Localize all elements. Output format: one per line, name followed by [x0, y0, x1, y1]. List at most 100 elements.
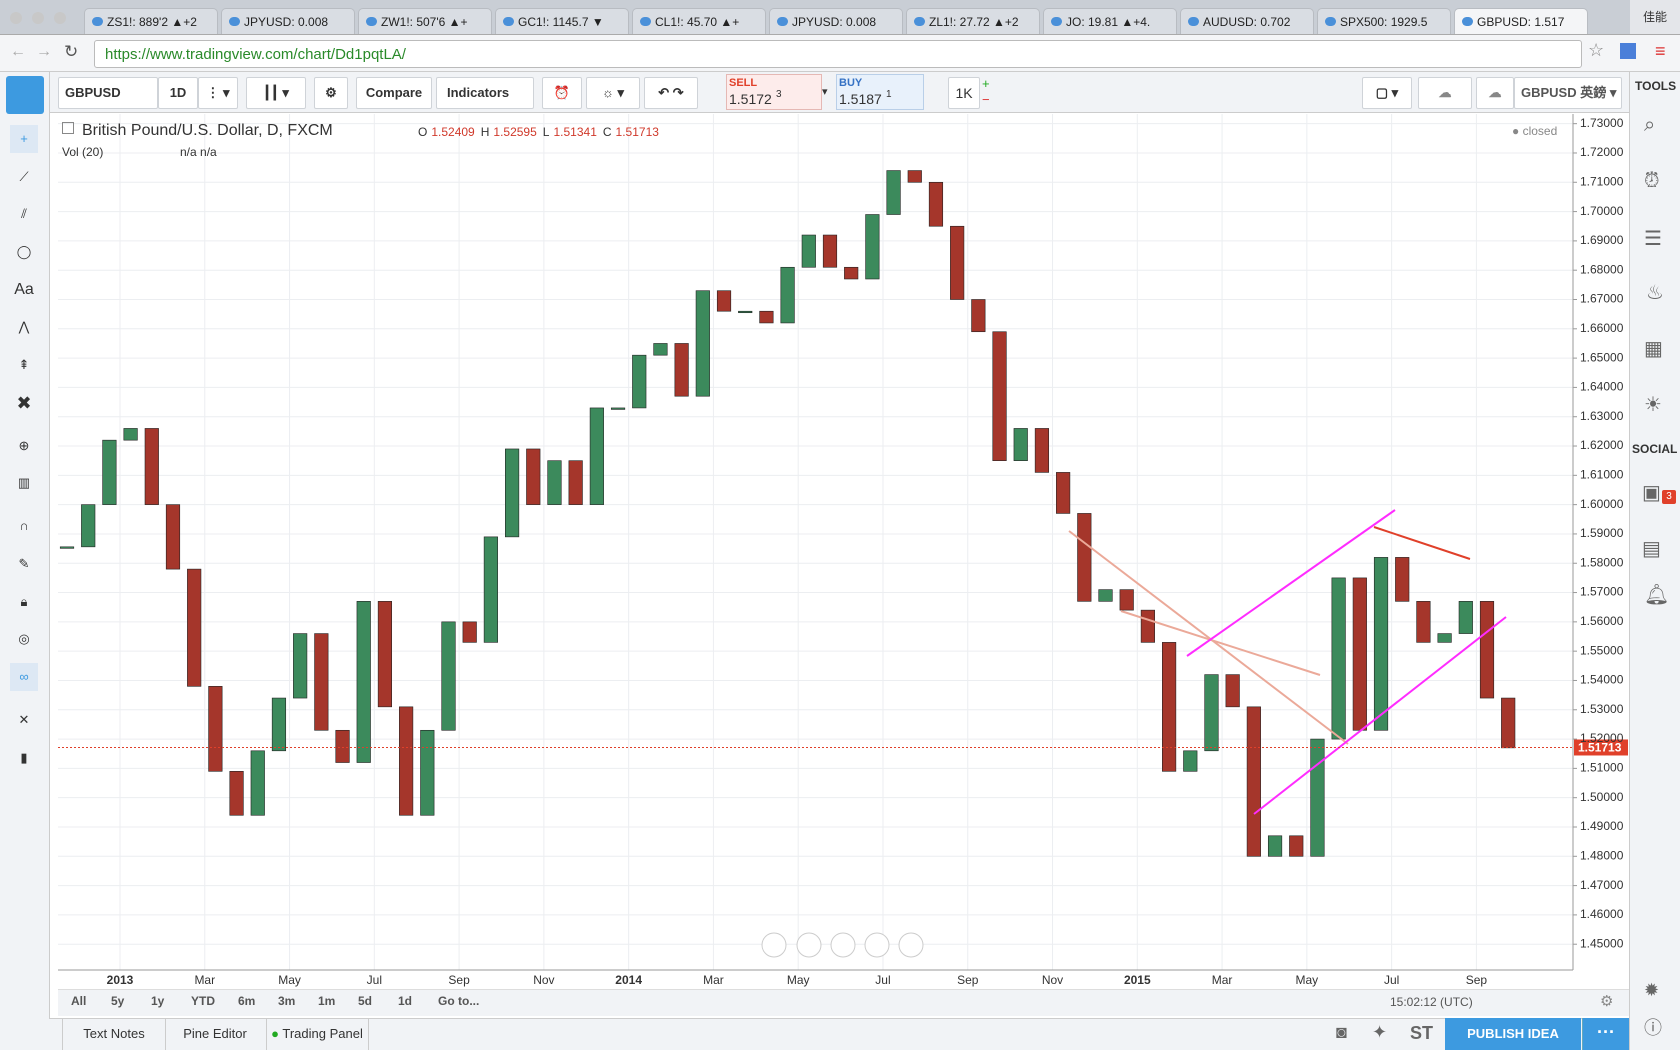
cloud-save[interactable]: ☁: [1476, 77, 1514, 109]
scroll-right[interactable]: [898, 932, 924, 958]
sync-tool[interactable]: ∞: [10, 663, 38, 691]
browser-tab[interactable]: ZW1!: 507'6 ▲+: [358, 8, 492, 34]
candle: [547, 460, 562, 505]
range-button[interactable]: 6m: [238, 994, 256, 1008]
hotlists[interactable]: ♨: [1646, 282, 1664, 304]
browser-tab[interactable]: SPX500: 1929.5: [1317, 8, 1451, 34]
range-button[interactable]: 5y: [111, 994, 125, 1008]
stocktwits[interactable]: ST: [1410, 1023, 1434, 1043]
publish-menu[interactable]: ···: [1582, 1018, 1629, 1050]
text-tool[interactable]: Aa: [14, 281, 34, 298]
prediction-tool[interactable]: ⇞: [18, 357, 30, 372]
zoom-out[interactable]: [796, 932, 822, 958]
range-button[interactable]: 5d: [358, 994, 373, 1008]
indicators[interactable]: Indicators: [436, 77, 534, 109]
bug-report[interactable]: ✹: [1644, 980, 1660, 1000]
window-max[interactable]: [54, 12, 66, 24]
crosshair-tool[interactable]: +: [10, 125, 38, 153]
browser-tab[interactable]: GBPUSD: 1.517: [1454, 8, 1588, 34]
undo-redo[interactable]: ↶ ↷: [644, 77, 698, 109]
interval[interactable]: 1D: [158, 77, 198, 109]
calendar[interactable]: ▦: [1644, 338, 1663, 360]
remove-tool[interactable]: ✖: [16, 393, 32, 413]
window-min[interactable]: [32, 12, 44, 24]
sell-button[interactable]: SELL 1.5172 3: [726, 74, 822, 110]
range-button[interactable]: Go to...: [438, 994, 480, 1008]
bottom-tab[interactable]: Pine Editor: [164, 1018, 267, 1050]
sell-menu[interactable]: ▾: [822, 86, 828, 98]
profile[interactable]: 佳能: [1630, 0, 1680, 34]
twitter[interactable]: ✦: [1372, 1022, 1388, 1042]
browser-tab[interactable]: ZS1!: 889'2 ▲+2: [84, 8, 218, 34]
url-field[interactable]: https://www.tradingview.com/chart/Dd1pqt…: [94, 40, 1582, 68]
publish-idea[interactable]: PUBLISH IDEA: [1445, 1018, 1581, 1050]
magnet-tool[interactable]: ∩: [19, 518, 29, 533]
browser-tab[interactable]: ZL1!: 27.72 ▲+2: [906, 8, 1040, 34]
alerts[interactable]: ⏰︎: [1644, 170, 1660, 192]
range-button[interactable]: YTD: [191, 994, 215, 1008]
lock-tool[interactable]: 🔒︎: [20, 594, 28, 609]
chart-style[interactable]: ┃┃ ▾: [246, 77, 306, 109]
browser-tab[interactable]: JPYUSD: 0.008: [221, 8, 355, 34]
browser-tab[interactable]: CL1!: 45.70 ▲+: [632, 8, 766, 34]
chats[interactable]: ▣: [1642, 482, 1661, 504]
compare[interactable]: Compare: [356, 77, 432, 109]
range-button[interactable]: 1m: [318, 994, 336, 1008]
reload[interactable]: ↻: [64, 42, 79, 61]
star[interactable]: ☆: [1588, 40, 1605, 60]
browser-tab[interactable]: JO: 19.81 ▲+4.: [1043, 8, 1177, 34]
range-button[interactable]: 1y: [151, 994, 165, 1008]
range-button[interactable]: All: [71, 994, 87, 1008]
zoom-tool[interactable]: ⊕: [18, 438, 30, 453]
chart-properties[interactable]: ⚙: [1600, 993, 1614, 1010]
watchlist[interactable]: ⌕: [1644, 114, 1656, 136]
nav-buttons[interactable]: [761, 932, 924, 958]
menu[interactable]: ≡: [1655, 41, 1666, 61]
hide-tool[interactable]: ◎: [18, 631, 30, 646]
trash-tool[interactable]: ▮: [20, 750, 28, 765]
help[interactable]: ⓘ: [1644, 1018, 1662, 1038]
bottom-tab[interactable]: Text Notes: [62, 1018, 166, 1050]
stay-drawing[interactable]: ✎: [18, 556, 30, 571]
extension[interactable]: [1620, 43, 1636, 59]
user-avatar[interactable]: [6, 76, 44, 114]
collapse-legend[interactable]: [62, 122, 74, 134]
ideas[interactable]: ☼ ▾: [586, 77, 640, 109]
browser-tab[interactable]: GC1!: 1145.7 ▼: [495, 8, 629, 34]
interval-menu[interactable]: ⋮ ▾: [198, 77, 238, 109]
ideas-stream[interactable]: ☀: [1644, 394, 1662, 416]
reset[interactable]: [830, 932, 856, 958]
quantity[interactable]: 1K: [948, 77, 980, 109]
back[interactable]: ←: [10, 43, 26, 60]
line-tool[interactable]: ⟋: [19, 169, 29, 184]
range-button[interactable]: 1d: [398, 994, 413, 1008]
candle: [1140, 609, 1155, 643]
window-close[interactable]: [10, 12, 22, 24]
pattern-tool[interactable]: ⋀: [18, 319, 30, 334]
cloud-load[interactable]: ☁: [1418, 77, 1472, 109]
zoom-in[interactable]: [864, 932, 890, 958]
scroll-left[interactable]: [761, 932, 787, 958]
private-chats[interactable]: ▤: [1642, 538, 1661, 560]
buy-button[interactable]: BUY 1.5187 1: [836, 74, 924, 110]
browser-tab[interactable]: JPYUSD: 0.008: [769, 8, 903, 34]
range-button[interactable]: 3m: [278, 994, 296, 1008]
candle: [950, 225, 965, 300]
forward[interactable]: →: [36, 43, 52, 60]
notifications[interactable]: 🔔︎: [1644, 584, 1670, 606]
snapshot[interactable]: ◙: [1336, 1022, 1347, 1042]
layout[interactable]: ▢ ▾: [1362, 77, 1412, 109]
tools-settings[interactable]: ✕: [18, 712, 30, 727]
data-window[interactable]: ☰: [1644, 228, 1662, 250]
alerts[interactable]: ⏰: [542, 77, 582, 109]
qty-plus[interactable]: +: [982, 76, 990, 91]
browser-tab[interactable]: AUDUSD: 0.702: [1180, 8, 1314, 34]
symbol[interactable]: GBPUSD: [58, 77, 158, 109]
qty-minus[interactable]: −: [982, 92, 990, 107]
measure-tool[interactable]: ▥: [17, 475, 31, 490]
fib-tool[interactable]: ⫽: [21, 206, 27, 221]
watch-symbol[interactable]: GBPUSD 英鎊 ▾: [1514, 77, 1622, 109]
shape-tool[interactable]: ◯: [16, 244, 32, 259]
settings[interactable]: ⚙: [314, 77, 348, 109]
bottom-tab[interactable]: ● Trading Panel: [266, 1018, 369, 1050]
